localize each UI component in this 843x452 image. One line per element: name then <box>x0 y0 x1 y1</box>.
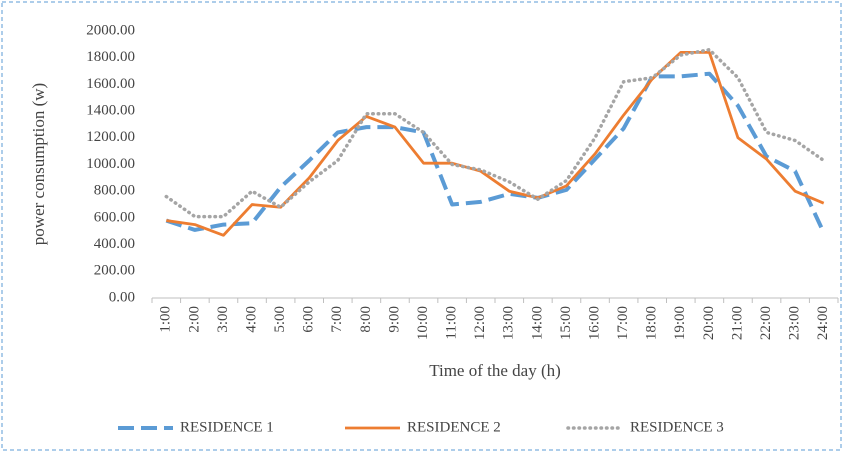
legend-label: RESIDENCE 2 <box>407 419 501 435</box>
y-tick-label: 1600.00 <box>86 76 135 92</box>
x-tick-label: 14:00 <box>529 306 545 340</box>
y-tick-label: 800.00 <box>94 183 135 199</box>
x-tick-label: 8:00 <box>358 306 374 333</box>
x-tick-label: 24:00 <box>815 306 831 340</box>
x-tick-label: 9:00 <box>386 306 402 333</box>
x-tick-label: 18:00 <box>644 306 660 340</box>
x-tick-label: 21:00 <box>729 306 745 340</box>
series-line <box>164 47 826 219</box>
x-tick-label: 10:00 <box>415 306 431 340</box>
series-line <box>166 50 825 237</box>
x-tick-label: 4:00 <box>243 306 259 333</box>
legend-label: RESIDENCE 3 <box>630 419 724 435</box>
x-tick-label: 5:00 <box>272 306 288 333</box>
y-tick-label: 200.00 <box>94 263 135 279</box>
x-tick-label: 23:00 <box>787 306 803 340</box>
y-tick-label: 400.00 <box>94 236 135 252</box>
series-line <box>165 71 826 234</box>
x-tick-label: 7:00 <box>329 306 345 333</box>
x-tick-label: 20:00 <box>701 306 717 340</box>
y-tick-label: 1800.00 <box>86 49 135 65</box>
x-tick-label: 15:00 <box>558 306 574 340</box>
x-tick-label: 13:00 <box>501 306 517 340</box>
y-axis-label: power consumption (w) <box>29 83 48 245</box>
x-axis-label: Time of the day (h) <box>429 361 561 380</box>
x-tick-label: 19:00 <box>672 306 688 340</box>
y-tick-label: 1400.00 <box>86 103 135 119</box>
y-tick-label: 600.00 <box>94 209 135 225</box>
x-tick-label: 12:00 <box>472 306 488 340</box>
y-tick-label: 2000.00 <box>86 22 135 38</box>
x-tick-label: 17:00 <box>615 306 631 340</box>
y-tick-label: 1000.00 <box>86 156 135 172</box>
y-tick-label: 1200.00 <box>86 129 135 145</box>
x-tick-label: 11:00 <box>444 306 460 340</box>
x-tick-label: 3:00 <box>215 306 231 333</box>
x-tick-label: 6:00 <box>301 306 317 333</box>
x-tick-label: 16:00 <box>586 306 602 340</box>
x-tick-label: 2:00 <box>186 306 202 333</box>
legend-label: RESIDENCE 1 <box>180 419 274 435</box>
x-tick-label: 22:00 <box>758 306 774 340</box>
y-tick-label: 0.00 <box>109 289 135 305</box>
x-tick-label: 1:00 <box>158 306 174 333</box>
